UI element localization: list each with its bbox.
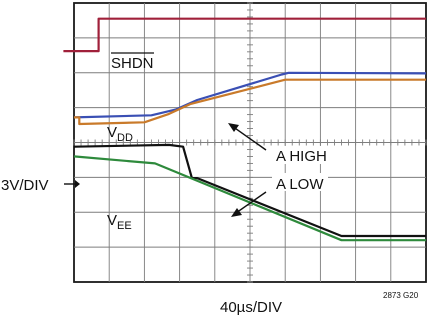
a-high-arrowhead <box>228 123 239 132</box>
trace-shdn <box>63 17 426 53</box>
a-low-label: A LOW <box>276 176 324 193</box>
vdd-label: VDD <box>107 124 133 144</box>
shdn-label: SHDN <box>111 55 154 72</box>
figure-id: 2873 G20 <box>383 291 419 300</box>
x-scale-label: 40µs/DIV <box>220 299 282 316</box>
a-low-label-bg <box>272 173 328 191</box>
trace-vdd <box>73 71 427 119</box>
a-high-label: A HIGH <box>276 148 327 165</box>
y-scale-marker <box>75 180 80 188</box>
traces <box>63 17 427 242</box>
a-high-arrow <box>231 125 267 151</box>
a-low-arrow <box>235 191 267 214</box>
vee-label: VEE <box>107 212 132 232</box>
a-high-label-bg <box>272 146 338 164</box>
a-low-arrowhead <box>231 208 242 217</box>
grid <box>73 2 427 283</box>
trace-vee <box>73 155 426 242</box>
trace-series-2 <box>74 78 426 126</box>
y-scale-label: 3V/DIV <box>1 177 49 194</box>
